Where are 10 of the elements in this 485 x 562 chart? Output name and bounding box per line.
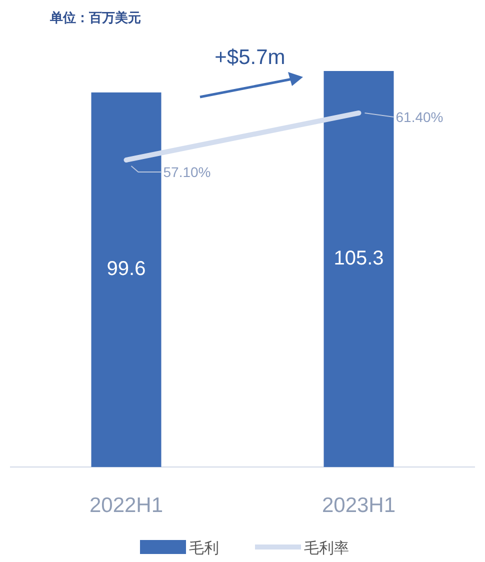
data-label: 99.6 — [106, 258, 146, 280]
data-label: 61.40% — [396, 109, 444, 125]
data-label: 57.10% — [163, 164, 211, 180]
x-tick-label: 2023H1 — [322, 494, 396, 517]
data-label: 105.3 — [334, 247, 384, 270]
legend-label: 毛利率 — [304, 540, 349, 557]
x-tick-label: 2022H1 — [89, 494, 164, 517]
chart-subtitle: 单位：百万美元 — [49, 10, 141, 25]
legend-label: 毛利 — [189, 540, 219, 557]
text: +$5.7m — [214, 46, 286, 69]
